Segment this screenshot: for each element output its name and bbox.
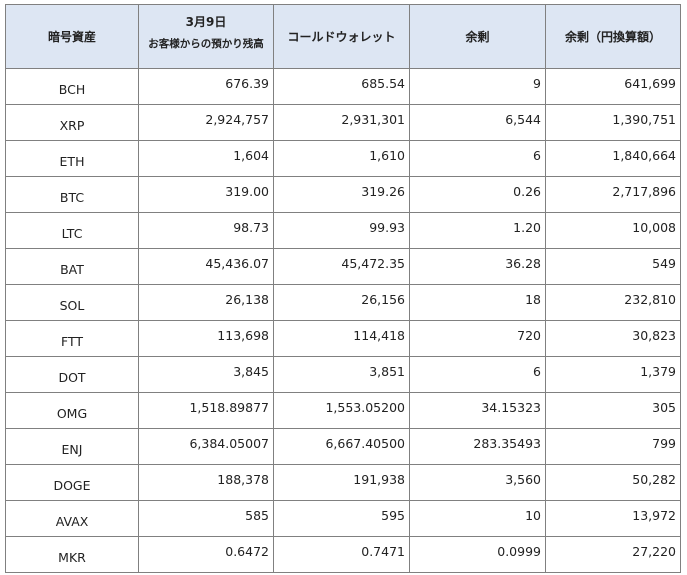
cell-asset: BCH <box>5 68 139 105</box>
cell-asset: DOT <box>5 356 139 393</box>
cell-cold-wallet: 1,610 <box>273 140 410 177</box>
cell-asset: SOL <box>5 284 139 321</box>
cell-surplus-jpy: 50,282 <box>545 464 681 501</box>
header-row: 暗号資産 3月9日 お客様からの預かり残高 コールドウォレット 余剰 余剰（円換… <box>5 4 681 69</box>
cell-asset: BAT <box>5 248 139 285</box>
cell-surplus: 6,544 <box>409 104 546 141</box>
cell-surplus-jpy: 30,823 <box>545 320 681 357</box>
cell-deposit: 2,924,757 <box>138 104 274 141</box>
cell-surplus: 720 <box>409 320 546 357</box>
header-asset: 暗号資産 <box>5 4 139 69</box>
cell-cold-wallet: 26,156 <box>273 284 410 321</box>
cell-asset: XRP <box>5 104 139 141</box>
cell-cold-wallet: 3,851 <box>273 356 410 393</box>
header-date: 3月9日 <box>185 15 227 29</box>
table-row: FTT 113,698 114,418 720 30,823 <box>5 320 681 357</box>
cell-surplus-jpy: 799 <box>545 428 681 465</box>
cell-asset: ENJ <box>5 428 139 465</box>
cell-surplus-jpy: 10,008 <box>545 212 681 249</box>
cell-surplus-jpy: 1,840,664 <box>545 140 681 177</box>
cell-cold-wallet: 99.93 <box>273 212 410 249</box>
cell-cold-wallet: 45,472.35 <box>273 248 410 285</box>
table-row: BCH 676.39 685.54 9 641,699 <box>5 68 681 105</box>
cell-surplus-jpy: 549 <box>545 248 681 285</box>
header-deposit-label: お客様からの預かり残高 <box>148 38 264 50</box>
cell-surplus: 36.28 <box>409 248 546 285</box>
table-row: MKR 0.6472 0.7471 0.0999 27,220 <box>5 536 681 573</box>
cell-asset: FTT <box>5 320 139 357</box>
cell-surplus: 10 <box>409 500 546 537</box>
cell-asset: AVAX <box>5 500 139 537</box>
table-row: BTC 319.00 319.26 0.26 2,717,896 <box>5 176 681 213</box>
cell-asset: BTC <box>5 176 139 213</box>
table-row: XRP 2,924,757 2,931,301 6,544 1,390,751 <box>5 104 681 141</box>
table-row: SOL 26,138 26,156 18 232,810 <box>5 284 681 321</box>
table-row: ETH 1,604 1,610 6 1,840,664 <box>5 140 681 177</box>
header-surplus-jpy: 余剰（円換算額） <box>545 4 681 69</box>
cell-surplus-jpy: 13,972 <box>545 500 681 537</box>
cell-deposit: 98.73 <box>138 212 274 249</box>
header-surplus: 余剰 <box>409 4 546 69</box>
cell-surplus: 3,560 <box>409 464 546 501</box>
cell-surplus: 1.20 <box>409 212 546 249</box>
table-row: ENJ 6,384.05007 6,667.40500 283.35493 799 <box>5 428 681 465</box>
table-row: LTC 98.73 99.93 1.20 10,008 <box>5 212 681 249</box>
cell-surplus: 6 <box>409 140 546 177</box>
cell-deposit: 188,378 <box>138 464 274 501</box>
cell-surplus: 0.0999 <box>409 536 546 573</box>
cell-deposit: 45,436.07 <box>138 248 274 285</box>
cell-cold-wallet: 191,938 <box>273 464 410 501</box>
cell-cold-wallet: 6,667.40500 <box>273 428 410 465</box>
cell-surplus-jpy: 1,390,751 <box>545 104 681 141</box>
cell-cold-wallet: 1,553.05200 <box>273 392 410 429</box>
cell-asset: DOGE <box>5 464 139 501</box>
cell-cold-wallet: 685.54 <box>273 68 410 105</box>
cell-surplus: 9 <box>409 68 546 105</box>
holdings-table: 暗号資産 3月9日 お客様からの預かり残高 コールドウォレット 余剰 余剰（円換… <box>5 4 681 573</box>
cell-deposit: 0.6472 <box>138 536 274 573</box>
cell-cold-wallet: 0.7471 <box>273 536 410 573</box>
table-row: DOGE 188,378 191,938 3,560 50,282 <box>5 464 681 501</box>
cell-asset: OMG <box>5 392 139 429</box>
cell-cold-wallet: 319.26 <box>273 176 410 213</box>
cell-cold-wallet: 2,931,301 <box>273 104 410 141</box>
cell-asset: LTC <box>5 212 139 249</box>
cell-surplus-jpy: 1,379 <box>545 356 681 393</box>
table-row: BAT 45,436.07 45,472.35 36.28 549 <box>5 248 681 285</box>
cell-surplus: 34.15323 <box>409 392 546 429</box>
cell-cold-wallet: 114,418 <box>273 320 410 357</box>
cell-surplus-jpy: 305 <box>545 392 681 429</box>
cell-surplus: 18 <box>409 284 546 321</box>
table-row: DOT 3,845 3,851 6 1,379 <box>5 356 681 393</box>
cell-deposit: 113,698 <box>138 320 274 357</box>
cell-deposit: 6,384.05007 <box>138 428 274 465</box>
holdings-table-container: 暗号資産 3月9日 お客様からの預かり残高 コールドウォレット 余剰 余剰（円換… <box>5 4 681 573</box>
cell-surplus-jpy: 2,717,896 <box>545 176 681 213</box>
table-body: BCH 676.39 685.54 9 641,699 XRP 2,924,757 2,931… <box>5 68 681 573</box>
table-header: 暗号資産 3月9日 お客様からの預かり残高 コールドウォレット 余剰 余剰（円換… <box>5 4 681 69</box>
header-deposit: 3月9日 お客様からの預かり残高 <box>138 4 274 69</box>
header-cold-wallet: コールドウォレット <box>273 4 410 69</box>
table-row: AVAX 585 595 10 13,972 <box>5 500 681 537</box>
cell-deposit: 1,604 <box>138 140 274 177</box>
cell-deposit: 676.39 <box>138 68 274 105</box>
cell-cold-wallet: 595 <box>273 500 410 537</box>
cell-surplus: 283.35493 <box>409 428 546 465</box>
table-row: OMG 1,518.89877 1,553.05200 34.15323 305 <box>5 392 681 429</box>
cell-deposit: 319.00 <box>138 176 274 213</box>
cell-surplus: 6 <box>409 356 546 393</box>
cell-surplus-jpy: 232,810 <box>545 284 681 321</box>
cell-surplus-jpy: 27,220 <box>545 536 681 573</box>
cell-asset: MKR <box>5 536 139 573</box>
cell-surplus-jpy: 641,699 <box>545 68 681 105</box>
cell-deposit: 1,518.89877 <box>138 392 274 429</box>
cell-asset: ETH <box>5 140 139 177</box>
cell-surplus: 0.26 <box>409 176 546 213</box>
cell-deposit: 585 <box>138 500 274 537</box>
cell-deposit: 26,138 <box>138 284 274 321</box>
cell-deposit: 3,845 <box>138 356 274 393</box>
